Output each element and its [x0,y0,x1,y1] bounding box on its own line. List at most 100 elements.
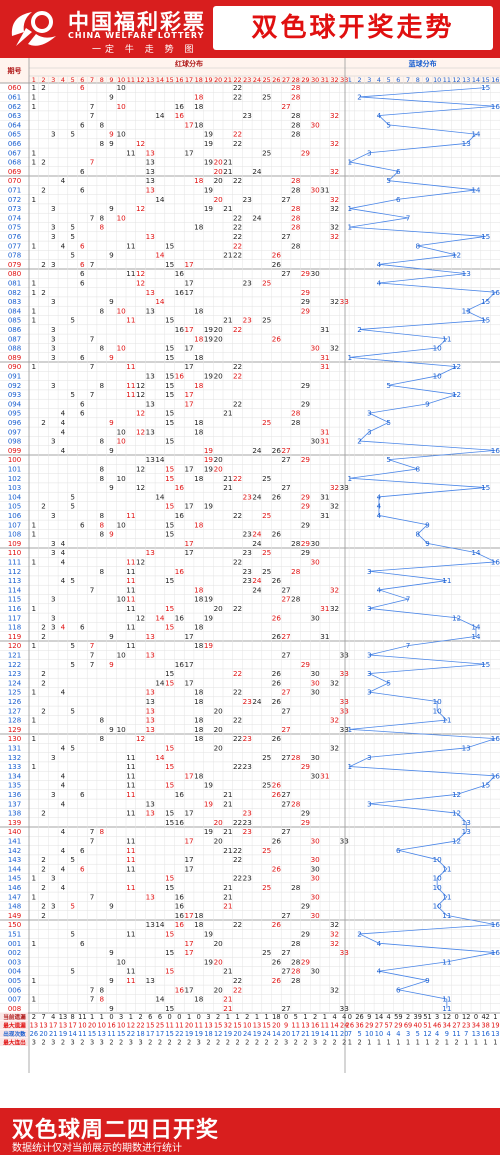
red-ball: 8 [99,995,104,1004]
red-stat-value: 3 [129,1039,133,1047]
blue-ball: 14 [471,632,481,641]
issue-number: 091 [8,372,21,380]
blue-ball: 6 [396,985,401,994]
blue-stat-value: 69 [404,1022,412,1030]
red-ball: 17 [184,539,193,548]
red-ball: 22 [233,371,242,380]
red-ball: 11 [126,929,135,938]
issue-number: 108 [8,531,21,539]
blue-ball: 16 [491,557,500,566]
red-ball: 26 [272,836,282,845]
red-stat-value: 2 [245,1013,249,1021]
red-ball: 2 [41,864,46,873]
red-ball: 29 [301,809,311,818]
red-column-number: 31 [321,76,329,84]
red-ball: 26 [272,334,282,343]
red-ball: 21 [223,892,232,901]
brand-name-en: CHINA WELFARE LOTTERY [68,31,205,40]
red-ball: 27 [281,688,290,697]
red-ball: 11 [126,846,135,855]
red-ball: 22 [233,985,242,994]
red-ball: 15 [165,409,174,418]
blue-stat-value: 36 [355,1022,363,1030]
red-ball: 16 [175,511,185,520]
blue-ball: 16 [491,920,500,929]
issue-number: 074 [8,214,22,222]
issue-number: 150 [8,921,21,929]
red-stat-value: 2 [342,1039,346,1047]
red-ball: 9 [109,92,114,101]
red-ball: 22 [233,688,242,697]
red-ball: 11 [126,390,135,399]
blue-stat-value: 23 [462,1022,470,1030]
red-ball: 14 [155,195,165,204]
issue-number: 149 [8,912,21,920]
issue-number: 005 [8,977,21,985]
red-ball: 18 [194,725,204,734]
blue-stat-value: 34 [472,1022,480,1030]
red-stat-value: 3 [313,1039,317,1047]
blue-ball: 15 [481,232,490,241]
red-ball: 28 [291,799,301,808]
red-column-number: 13 [146,76,154,84]
blue-stat-value: 5 [357,1030,361,1038]
red-ball: 22 [233,92,242,101]
red-ball: 28 [291,939,301,948]
blue-column-number: 3 [367,76,371,84]
red-ball: 32 [330,139,339,148]
blue-ball: 16 [491,288,500,297]
red-ball: 7 [90,362,95,371]
issue-number: 139 [8,819,21,827]
red-stat-value: 18 [272,1013,280,1021]
red-ball: 4 [61,557,66,566]
issue-number: 067 [8,149,21,157]
blue-column-number: 1 [348,76,352,84]
red-ball: 4 [61,241,66,250]
red-ball: 31 [320,325,329,334]
red-ball: 29 [301,957,311,966]
red-ball: 22 [233,734,242,743]
red-zone-header: 红球分布 [175,59,203,68]
blue-stat-value: 1 [406,1039,410,1047]
issue-number: 140 [8,828,21,836]
red-ball: 23 [243,567,252,576]
blue-ball: 7 [406,595,411,604]
blue-ball: 3 [367,650,372,659]
blue-stat-value: 26 [346,1022,354,1030]
blue-ball: 6 [396,195,401,204]
red-ball: 14 [155,111,165,120]
red-ball: 29 [301,902,311,911]
red-ball: 13 [146,427,155,436]
red-ball: 23 [243,316,252,325]
red-ball: 3 [51,595,56,604]
red-ball: 22 [233,83,242,92]
red-stat-value: 20 [272,1022,280,1030]
red-ball: 31 [320,604,329,613]
blue-column-number: 11 [443,76,451,84]
red-ball: 19 [204,641,214,650]
issue-number: 076 [8,233,22,241]
red-stat-value: 13 [204,1022,212,1030]
red-ball: 27 [281,102,290,111]
red-ball: 33 [340,725,349,734]
red-stat-value: 10 [243,1022,251,1030]
red-ball: 23 [243,809,252,818]
blue-stat-value: 26 [355,1013,363,1021]
issue-number: 004 [8,968,22,976]
red-ball: 29 [301,492,311,501]
red-ball: 15 [165,390,174,399]
red-ball: 20 [214,371,224,380]
red-ball: 12 [136,390,145,399]
red-ball: 11 [126,148,135,157]
red-stat-value: 0 [284,1013,288,1021]
red-ball: 6 [80,269,85,278]
red-ball: 32 [330,111,339,120]
red-ball: 19 [204,957,214,966]
red-ball: 2 [41,706,46,715]
red-ball: 15 [165,604,174,613]
red-ball: 13 [146,232,155,241]
red-ball: 27 [281,827,290,836]
issue-number: 071 [8,186,21,194]
red-ball: 23 [243,576,252,585]
red-ball: 31 [320,427,329,436]
